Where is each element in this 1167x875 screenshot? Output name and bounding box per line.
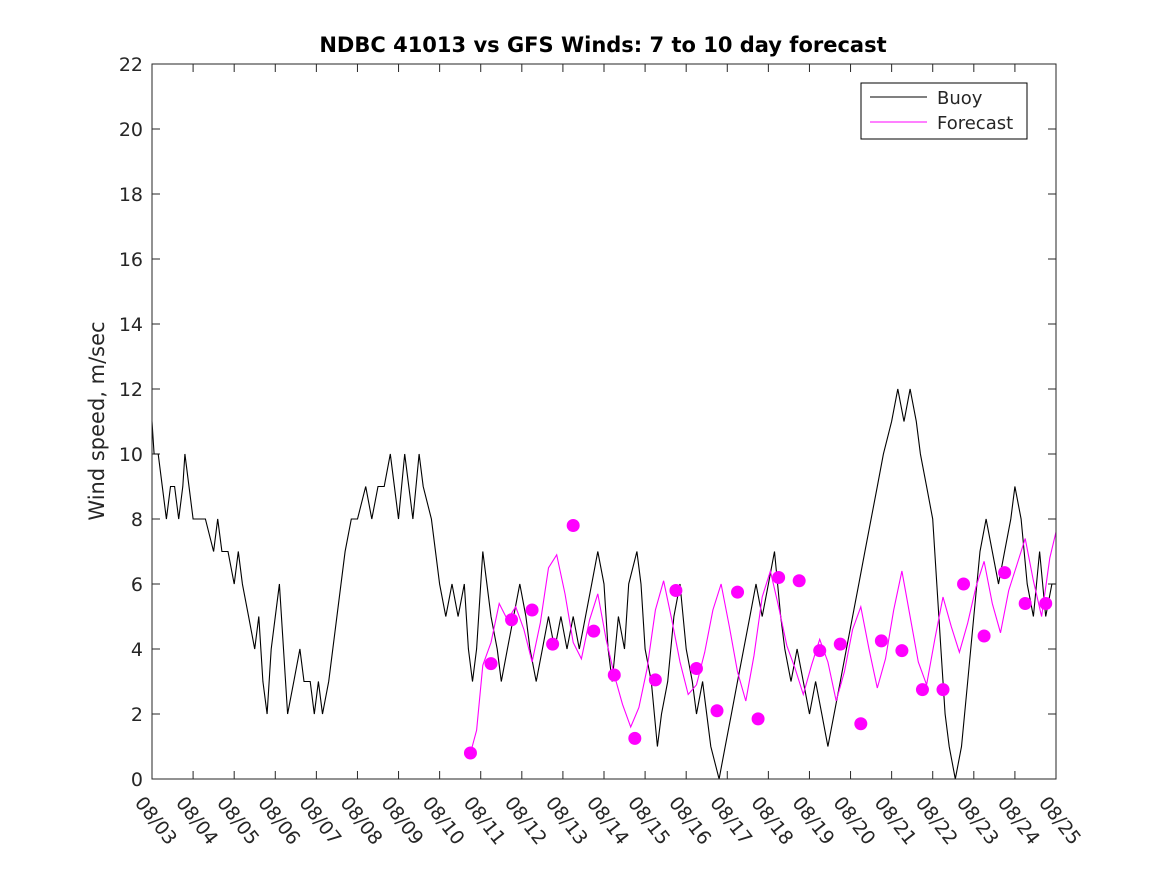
forecast-marker [813, 644, 827, 658]
legend: Buoy Forecast [860, 82, 1028, 140]
forecast-marker [525, 603, 539, 617]
y-tick-label: 2 [131, 704, 143, 726]
forecast-marker [915, 683, 929, 697]
forecast-marker [1039, 597, 1053, 610]
chart-title: NDBC 41013 vs GFS Winds: 7 to 10 day for… [319, 33, 886, 57]
y-tick-label: 12 [119, 379, 143, 401]
forecast-marker [607, 668, 621, 682]
forecast-marker [998, 566, 1012, 580]
forecast-marker [792, 574, 806, 588]
forecast-marker [1018, 597, 1032, 610]
y-tick-label: 10 [119, 444, 143, 466]
forecast-marker [854, 717, 868, 731]
forecast-marker [505, 613, 519, 627]
forecast-marker [463, 746, 477, 760]
y-tick-label: 14 [119, 314, 143, 336]
forecast-marker [628, 731, 642, 745]
y-tick-label: 6 [131, 574, 143, 596]
forecast-marker [648, 673, 662, 687]
y-tick-label: 22 [119, 54, 143, 76]
legend-label-buoy: Buoy [937, 88, 983, 109]
y-tick-label: 18 [119, 184, 143, 206]
forecast-marker [833, 637, 847, 651]
legend-box [860, 82, 1028, 140]
forecast-marker [731, 585, 745, 599]
forecast-marker [710, 704, 724, 718]
forecast-marker [546, 637, 560, 651]
axes-frame [151, 63, 1057, 780]
forecast-marker [772, 571, 786, 584]
forecast-marker [874, 634, 888, 648]
y-tick-label: 4 [131, 639, 143, 661]
buoy-series-line [151, 388, 1056, 780]
y-tick-label: 16 [119, 249, 143, 271]
y-tick-label: 0 [131, 769, 143, 791]
y-tick-label: 20 [119, 119, 143, 141]
forecast-marker [669, 584, 683, 597]
forecast-marker [484, 657, 498, 671]
legend-label-forecast: Forecast [937, 113, 1013, 134]
plot-area: 024681012141618202208/0308/0408/0508/060… [119, 54, 1085, 849]
forecast-marker [977, 629, 991, 643]
forecast-marker [689, 662, 703, 675]
y-tick-label: 8 [131, 509, 143, 531]
axes-background [152, 64, 1056, 779]
forecast-marker [587, 624, 601, 638]
forecast-marker [751, 712, 765, 726]
forecast-series-line [469, 531, 1057, 754]
forecast-marker [936, 683, 950, 697]
forecast-marker [895, 644, 909, 658]
forecast-marker [566, 519, 580, 532]
y-axis-label: Wind speed, m/sec [85, 321, 109, 520]
forecast-marker [957, 577, 971, 591]
